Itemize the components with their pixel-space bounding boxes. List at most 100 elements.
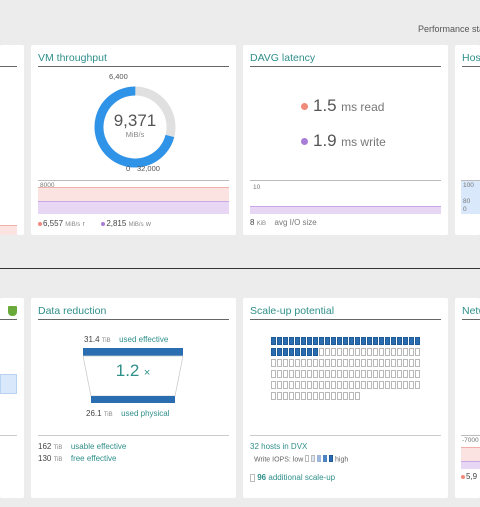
host-cell [325,370,330,378]
host-cell [409,337,414,345]
area-red [461,447,480,461]
host-cell [295,392,300,400]
host-cell [271,381,276,389]
free-effective: 130 TiB free effective [38,454,117,463]
write-unit: MiB/s [128,222,144,228]
card-rule [38,66,229,67]
area-purple [250,206,441,214]
gauge-fill [94,86,176,168]
host-cell [397,337,402,345]
hosts-chart: 100 80 0 [461,180,480,214]
host-cell [295,370,300,378]
host-cell [379,381,384,389]
card-title: DAVG latency [250,52,316,64]
data-reduction-card[interactable]: Data reduction 31.4 TiB used effective 1… [31,298,236,498]
host-cell [385,348,390,356]
host-cell [307,370,312,378]
host-cell [391,359,396,367]
host-cell [313,359,318,367]
host-cell [397,370,402,378]
gauge-value: 9,371 [113,111,157,130]
scale-up-card[interactable]: Scale-up potential 32 hosts in DVX Write… [243,298,448,498]
host-cell [295,337,300,345]
label-0: 0 [463,206,467,213]
host-cell [307,359,312,367]
card-title: Hos [462,52,480,64]
usable-label: usable effective [70,442,127,451]
write-latency: 1.9 ms write [301,131,386,151]
host-cell [283,337,288,345]
host-cell [373,337,378,345]
io-size-unit: KiB [256,221,267,227]
host-cell [283,381,288,389]
host-cell [289,348,294,356]
network-card[interactable]: Netw -7000 5,9 [455,298,480,498]
card-title: VM throughput [38,52,107,64]
write-latency-label: ms write [341,135,386,149]
host-cell [415,359,420,367]
additional-scale-up: 96 additional scale-up [250,473,335,482]
throughput-chart: 8000 [38,180,229,214]
host-cell [397,348,402,356]
host-cell [391,370,396,378]
host-cell [331,381,336,389]
network-legend: 5,9 [461,472,477,481]
host-cell [361,359,366,367]
host-cell [313,392,318,400]
host-cell [301,337,306,345]
host-cell [319,392,324,400]
network-value: 5,9 [466,472,478,481]
host-cell [343,337,348,345]
host-cell [343,392,348,400]
host-cell [415,348,420,356]
left-partial-chart [0,225,17,235]
write-dot-icon [301,138,308,146]
host-cell [319,348,324,356]
host-cell [343,370,348,378]
network-chart: -7000 [461,435,480,469]
host-cell [271,348,276,356]
host-cell [403,381,408,389]
host-cell [379,337,384,345]
used-physical-label: used physical [121,409,170,418]
card-title: Data reduction [38,305,107,317]
host-cell [397,359,402,367]
host-cell [349,392,354,400]
host-cell [343,348,348,356]
host-cell [283,392,288,400]
vm-throughput-card[interactable]: VM throughput 6,400 9,371 MiB/s 0 32,000… [31,45,236,235]
hosts-card[interactable]: Hos 100 80 0 [455,45,480,235]
host-cell [313,348,318,356]
host-cell [361,381,366,389]
chart-label: 10 [253,184,261,191]
write-iops-legend: Write IOPS: low high [254,455,348,464]
host-cell [307,392,312,400]
host-cell [409,348,414,356]
davg-latency-card[interactable]: DAVG latency 1.5 ms read 1.9 ms write 10… [243,45,448,235]
host-cell [283,370,288,378]
read-dot-icon [38,221,42,226]
host-cell [409,370,414,378]
performance-stats-label[interactable]: Performance sta [418,24,480,34]
area-purple [38,201,229,214]
free-unit: TiB [53,457,63,463]
host-cell [391,337,396,345]
host-cell [295,381,300,389]
host-cell [307,348,312,356]
host-cell [343,359,348,367]
low-label: low [292,456,304,464]
host-cell [301,348,306,356]
free-value: 130 [38,454,52,463]
host-cell [379,370,384,378]
host-cell [361,348,366,356]
host-grid-row [271,370,420,378]
host-cell [361,370,366,378]
host-cell [283,359,288,367]
host-cell [271,337,276,345]
host-cell [361,337,366,345]
additional-label: additional scale-up [268,473,336,482]
host-cell [349,337,354,345]
host-grid-row [271,348,420,356]
host-cell [373,370,378,378]
host-cell [331,359,336,367]
